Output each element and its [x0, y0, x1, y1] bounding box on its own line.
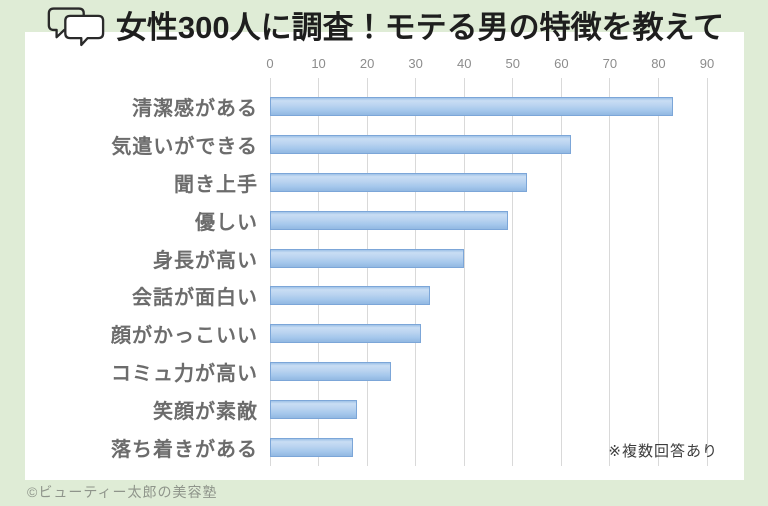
bar: [270, 324, 421, 344]
bar-row: [270, 164, 707, 202]
chart-header: 女性300人に調査！モテる男の特徴を教えて: [0, 3, 768, 53]
category-label: 笑顔が素敵: [153, 400, 258, 423]
plot-gridlines: [269, 78, 708, 466]
bar: [270, 135, 572, 155]
bar-row: [270, 126, 707, 164]
category-labels: 清潔感がある気遣いができる聞き上手優しい身長が高い会話が面白い顔がかっこいい コミ…: [33, 88, 258, 466]
x-tick-label: 0: [266, 56, 274, 71]
x-tick-label: 40: [456, 56, 472, 71]
chart-area: 0 10 20 30 40 50 60 70 80 90 清潔感がある気遣いができる聞き上手優しい…: [25, 32, 744, 480]
gridline: [463, 78, 465, 466]
x-axis-tick-labels: 0 10 20 30 40 50 60 70 80 90: [266, 56, 714, 74]
gridline: [415, 78, 417, 466]
bar: [270, 210, 508, 230]
x-tick-label: 20: [359, 56, 375, 71]
chat-bubbles-icon: [47, 7, 105, 47]
gridline: [706, 78, 708, 466]
bar: [270, 172, 528, 192]
x-tick-label: 90: [699, 56, 715, 71]
gridline: [560, 78, 562, 466]
x-tick-label: 70: [602, 56, 618, 71]
category-label: 聞き上手: [174, 173, 258, 196]
bar-row: [270, 239, 707, 277]
bar: [270, 97, 673, 117]
gridline: [609, 78, 611, 466]
x-tick-label: 30: [408, 56, 423, 71]
x-tick-label: 10: [311, 56, 326, 71]
category-label: 落ち着きがある: [111, 438, 258, 461]
category-label: 顔がかっこいい: [111, 325, 258, 348]
gridline: [318, 78, 320, 466]
bar: [270, 437, 353, 457]
bar-row: [270, 277, 707, 315]
x-tick-label: 80: [651, 56, 666, 71]
bar: [270, 248, 465, 268]
bar-row: [270, 315, 707, 353]
bar: [270, 286, 431, 306]
x-tick-label: 60: [554, 56, 569, 71]
bar-row: [270, 390, 707, 428]
gridline: [512, 78, 514, 466]
bar-row: [270, 353, 707, 391]
chart-title: 女性300人に調査！モテる男の特徴を教えて: [115, 9, 725, 45]
category-label: 清潔感がある: [132, 98, 258, 121]
category-label: 気遣いができる: [111, 136, 258, 159]
copyright-text: ©ビューティー太郎の美容塾: [27, 484, 218, 500]
bar: [270, 361, 392, 381]
category-label: 身長が高い: [153, 249, 258, 272]
bar-row: [270, 201, 707, 239]
gridline: [657, 78, 659, 466]
gridline: [366, 78, 368, 466]
bar-row: [270, 88, 707, 126]
bars: [270, 88, 707, 466]
category-label: 会話が面白い: [132, 287, 258, 310]
bar-row: [270, 428, 707, 466]
chart-note: ※複数回答あり: [608, 443, 718, 460]
category-label: コミュ力が高い: [111, 362, 258, 385]
bar: [270, 399, 358, 419]
gridline: [269, 78, 271, 466]
category-label: 優しい: [195, 211, 258, 234]
x-tick-label: 50: [505, 56, 520, 71]
